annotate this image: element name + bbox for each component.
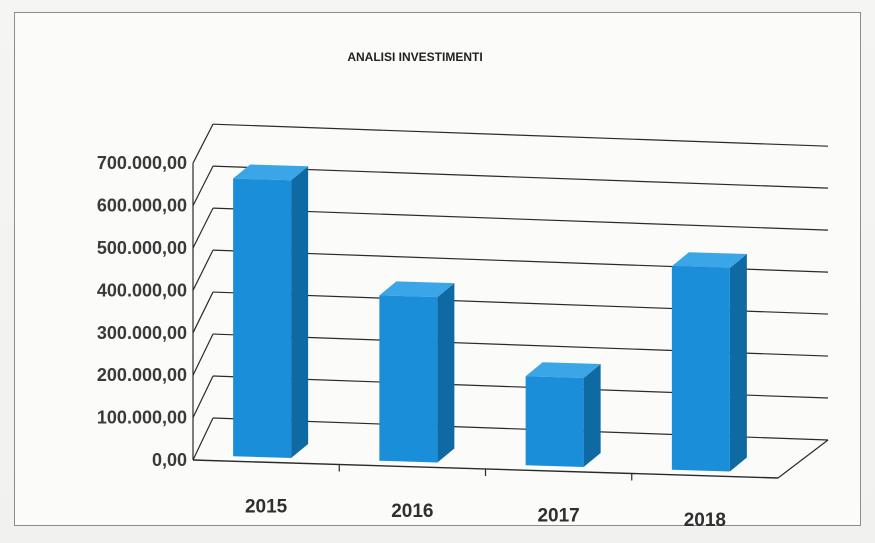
x-tick-label: 2018 bbox=[684, 510, 726, 531]
grid-connector bbox=[192, 249, 214, 291]
x-axis: 2015 2016 2017 2018 bbox=[192, 439, 829, 531]
y-tick-label: 200.000,00 bbox=[97, 365, 187, 385]
bar-front bbox=[671, 266, 730, 472]
bar-2015 bbox=[233, 164, 309, 459]
grid-connector bbox=[192, 291, 214, 334]
bar-side bbox=[583, 363, 601, 468]
y-tick-label: 500.000,00 bbox=[97, 238, 187, 258]
bar-top bbox=[525, 362, 601, 378]
bar-top bbox=[233, 164, 309, 181]
grid-line bbox=[212, 207, 829, 231]
y-tick-label: 0,00 bbox=[152, 450, 187, 470]
bar-2018 bbox=[671, 252, 747, 472]
bar-top bbox=[379, 281, 455, 298]
grid-connector bbox=[192, 165, 214, 206]
x-tick-label: 2017 bbox=[537, 505, 579, 526]
bar-side bbox=[437, 283, 455, 463]
bar-side bbox=[729, 253, 747, 472]
floor-right-edge bbox=[777, 439, 829, 479]
bar-top bbox=[671, 252, 747, 268]
bar-2017 bbox=[525, 362, 601, 468]
x-tick-label: 2016 bbox=[391, 501, 433, 522]
grid-connector bbox=[192, 417, 214, 461]
x-tick-label: 2015 bbox=[245, 496, 288, 517]
chart-title: ANALISI INVESTIMENTI bbox=[347, 50, 482, 64]
bars bbox=[233, 164, 747, 472]
bar-front bbox=[525, 376, 584, 468]
grid-line bbox=[212, 123, 829, 147]
y-tick-label: 300.000,00 bbox=[97, 323, 187, 343]
grid-line bbox=[212, 165, 829, 189]
grid-connector bbox=[192, 123, 214, 164]
y-tick-label: 700.000,00 bbox=[97, 153, 187, 173]
y-axis: 0,00 100.000,00 200.000,00 300.000,00 400.00… bbox=[97, 153, 194, 470]
y-tick-label: 100.000,00 bbox=[97, 408, 187, 428]
y-tick-label: 600.000,00 bbox=[97, 196, 187, 216]
grid-connector bbox=[192, 207, 214, 249]
grid-connector bbox=[192, 375, 214, 418]
bar-front bbox=[379, 295, 438, 463]
bar-2016 bbox=[379, 281, 455, 463]
grid-connector bbox=[192, 333, 214, 376]
y-tick-label: 400.000,00 bbox=[97, 280, 187, 300]
bar-front bbox=[233, 178, 292, 459]
bar-side bbox=[291, 166, 309, 459]
